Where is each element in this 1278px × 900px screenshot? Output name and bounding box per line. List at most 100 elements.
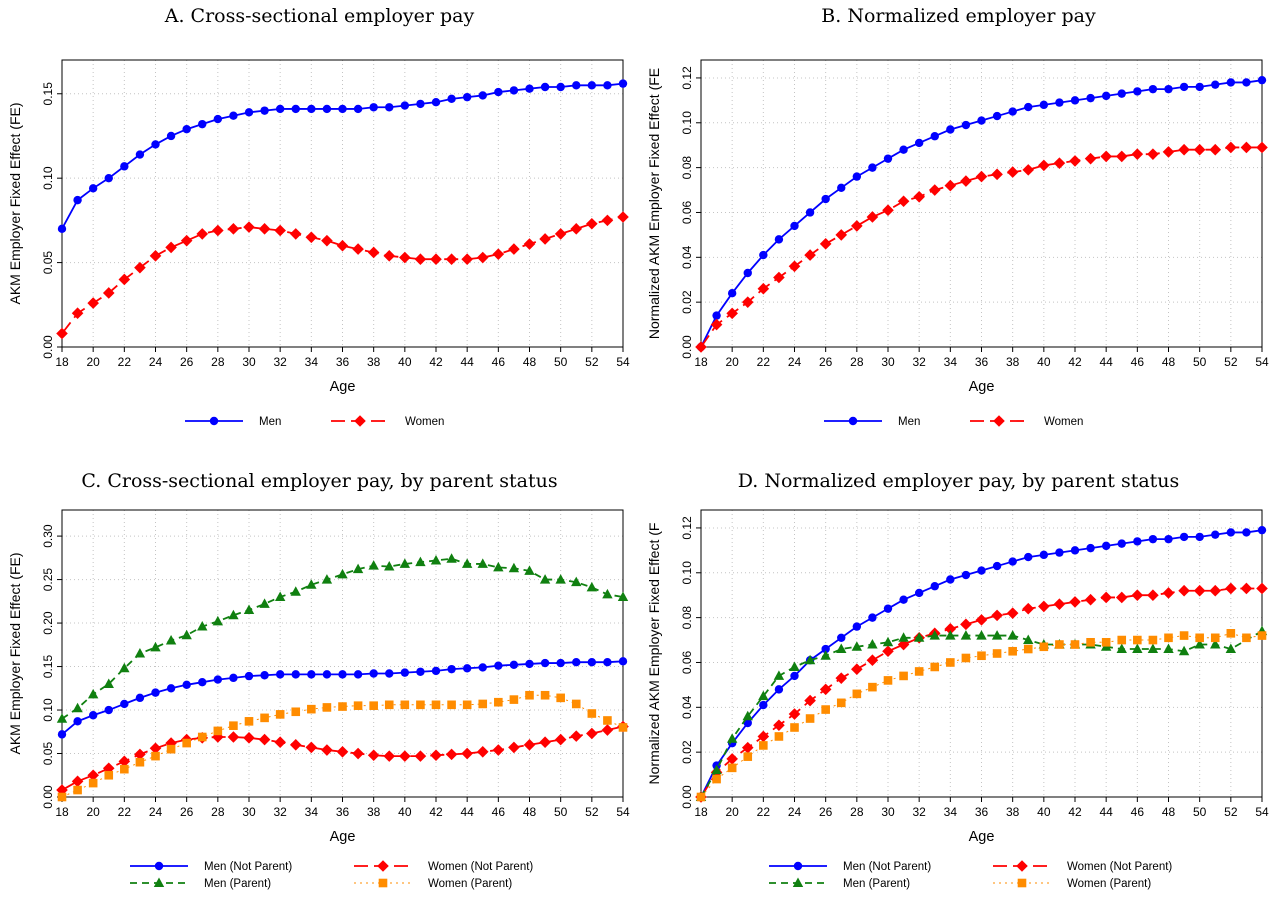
gridlines (700, 60, 1263, 348)
data-point (1038, 159, 1050, 172)
x-tick-label: 18 (694, 805, 708, 819)
data-point (587, 81, 597, 90)
data-point (118, 755, 131, 768)
y-tick-label: 0.08 (680, 606, 694, 630)
data-point (478, 91, 487, 100)
data-point (352, 243, 364, 255)
data-point (571, 699, 581, 709)
data-point (56, 713, 68, 723)
data-point (1257, 75, 1267, 85)
data-point (1256, 582, 1268, 595)
panel-title: A. Cross-sectional employer pay (164, 5, 475, 27)
data-point (991, 168, 1003, 181)
data-point (56, 327, 68, 340)
data-point (244, 671, 254, 681)
data-point (478, 663, 487, 672)
data-point (804, 694, 816, 707)
legend-swatch-marker (377, 860, 389, 872)
data-point (165, 241, 177, 254)
data-point (182, 680, 191, 690)
x-tick-label: 18 (55, 805, 69, 819)
data-point (1055, 640, 1064, 649)
data-point (1007, 630, 1018, 640)
data-point (960, 630, 972, 640)
data-point (88, 184, 98, 193)
data-point (1006, 166, 1019, 178)
x-tick-label: 30 (881, 805, 895, 819)
data-point (1069, 596, 1081, 608)
data-point (1147, 589, 1159, 602)
data-point (415, 556, 426, 567)
x-tick-label: 54 (1255, 805, 1269, 819)
legend-item: Women (Parent) (354, 878, 512, 890)
data-point (757, 282, 770, 295)
x-tick-label: 34 (305, 805, 319, 819)
y-tick-label: 0.12 (680, 66, 694, 90)
data-point (1225, 141, 1237, 154)
data-point (477, 558, 488, 568)
data-point (525, 84, 534, 93)
data-point (322, 670, 332, 679)
data-point (104, 770, 114, 780)
data-point (555, 574, 566, 584)
legend: Men (Not Parent) Women (Not Parent) Men (P… (130, 860, 533, 890)
data-point (1086, 93, 1095, 103)
x-tick-label: 38 (367, 805, 381, 819)
data-point (617, 211, 629, 223)
data-point (1023, 644, 1033, 654)
data-point (102, 287, 115, 299)
data-point (804, 654, 816, 665)
y-tick-label: 0.10 (680, 561, 694, 585)
data-point (57, 792, 67, 802)
data-point (946, 658, 955, 667)
plot-frame (61, 59, 624, 348)
legend-swatch-marker (1016, 860, 1028, 872)
data-point (352, 563, 364, 574)
y-axis-label: AKM Employer Fixed Effect (FE) (7, 552, 23, 754)
x-tick-label: 42 (429, 355, 443, 369)
data-point (399, 251, 411, 264)
data-point (353, 670, 363, 679)
legend-label: Men (Not Parent) (204, 861, 292, 873)
data-point (946, 575, 955, 584)
data-point (759, 700, 768, 710)
data-point (759, 250, 768, 260)
data-point (120, 699, 129, 709)
data-point (711, 764, 722, 775)
data-point (1053, 598, 1066, 610)
legend-label: Women (Parent) (428, 878, 512, 890)
data-point (977, 651, 986, 661)
y-tick-label: 0.02 (680, 290, 694, 314)
legend-item: Men (Not Parent) (130, 861, 292, 873)
data-point (1240, 141, 1253, 154)
data-point (930, 662, 940, 672)
data-point (617, 591, 629, 601)
data-point (337, 568, 348, 579)
data-point (383, 750, 396, 762)
series-women (695, 141, 1268, 353)
data-point (134, 748, 146, 761)
data-point (1210, 633, 1220, 643)
chart-a: 18 20 22 24 26 28 30 32 34 36 38 40 42 44 46 48 50 52 54 0.… (7, 59, 630, 428)
data-point (416, 667, 425, 676)
data-point (618, 657, 628, 666)
data-point (1023, 634, 1034, 645)
data-point (447, 94, 456, 104)
data-point (991, 630, 1003, 640)
data-point (509, 660, 519, 670)
data-point (73, 717, 82, 726)
data-point (509, 695, 519, 704)
x-tick-label: 24 (788, 805, 802, 819)
y-tick-label: 0.10 (41, 166, 55, 190)
legend-swatch-marker (378, 878, 388, 888)
data-point (727, 763, 737, 773)
data-point (1147, 148, 1159, 160)
data-point (790, 671, 799, 681)
data-point (243, 604, 255, 615)
data-point (741, 741, 754, 754)
legend-swatch-marker (154, 861, 164, 871)
legend-label: Women (Not Parent) (428, 861, 533, 873)
data-point (260, 671, 269, 680)
data-point (1164, 84, 1173, 94)
data-point (120, 162, 129, 171)
